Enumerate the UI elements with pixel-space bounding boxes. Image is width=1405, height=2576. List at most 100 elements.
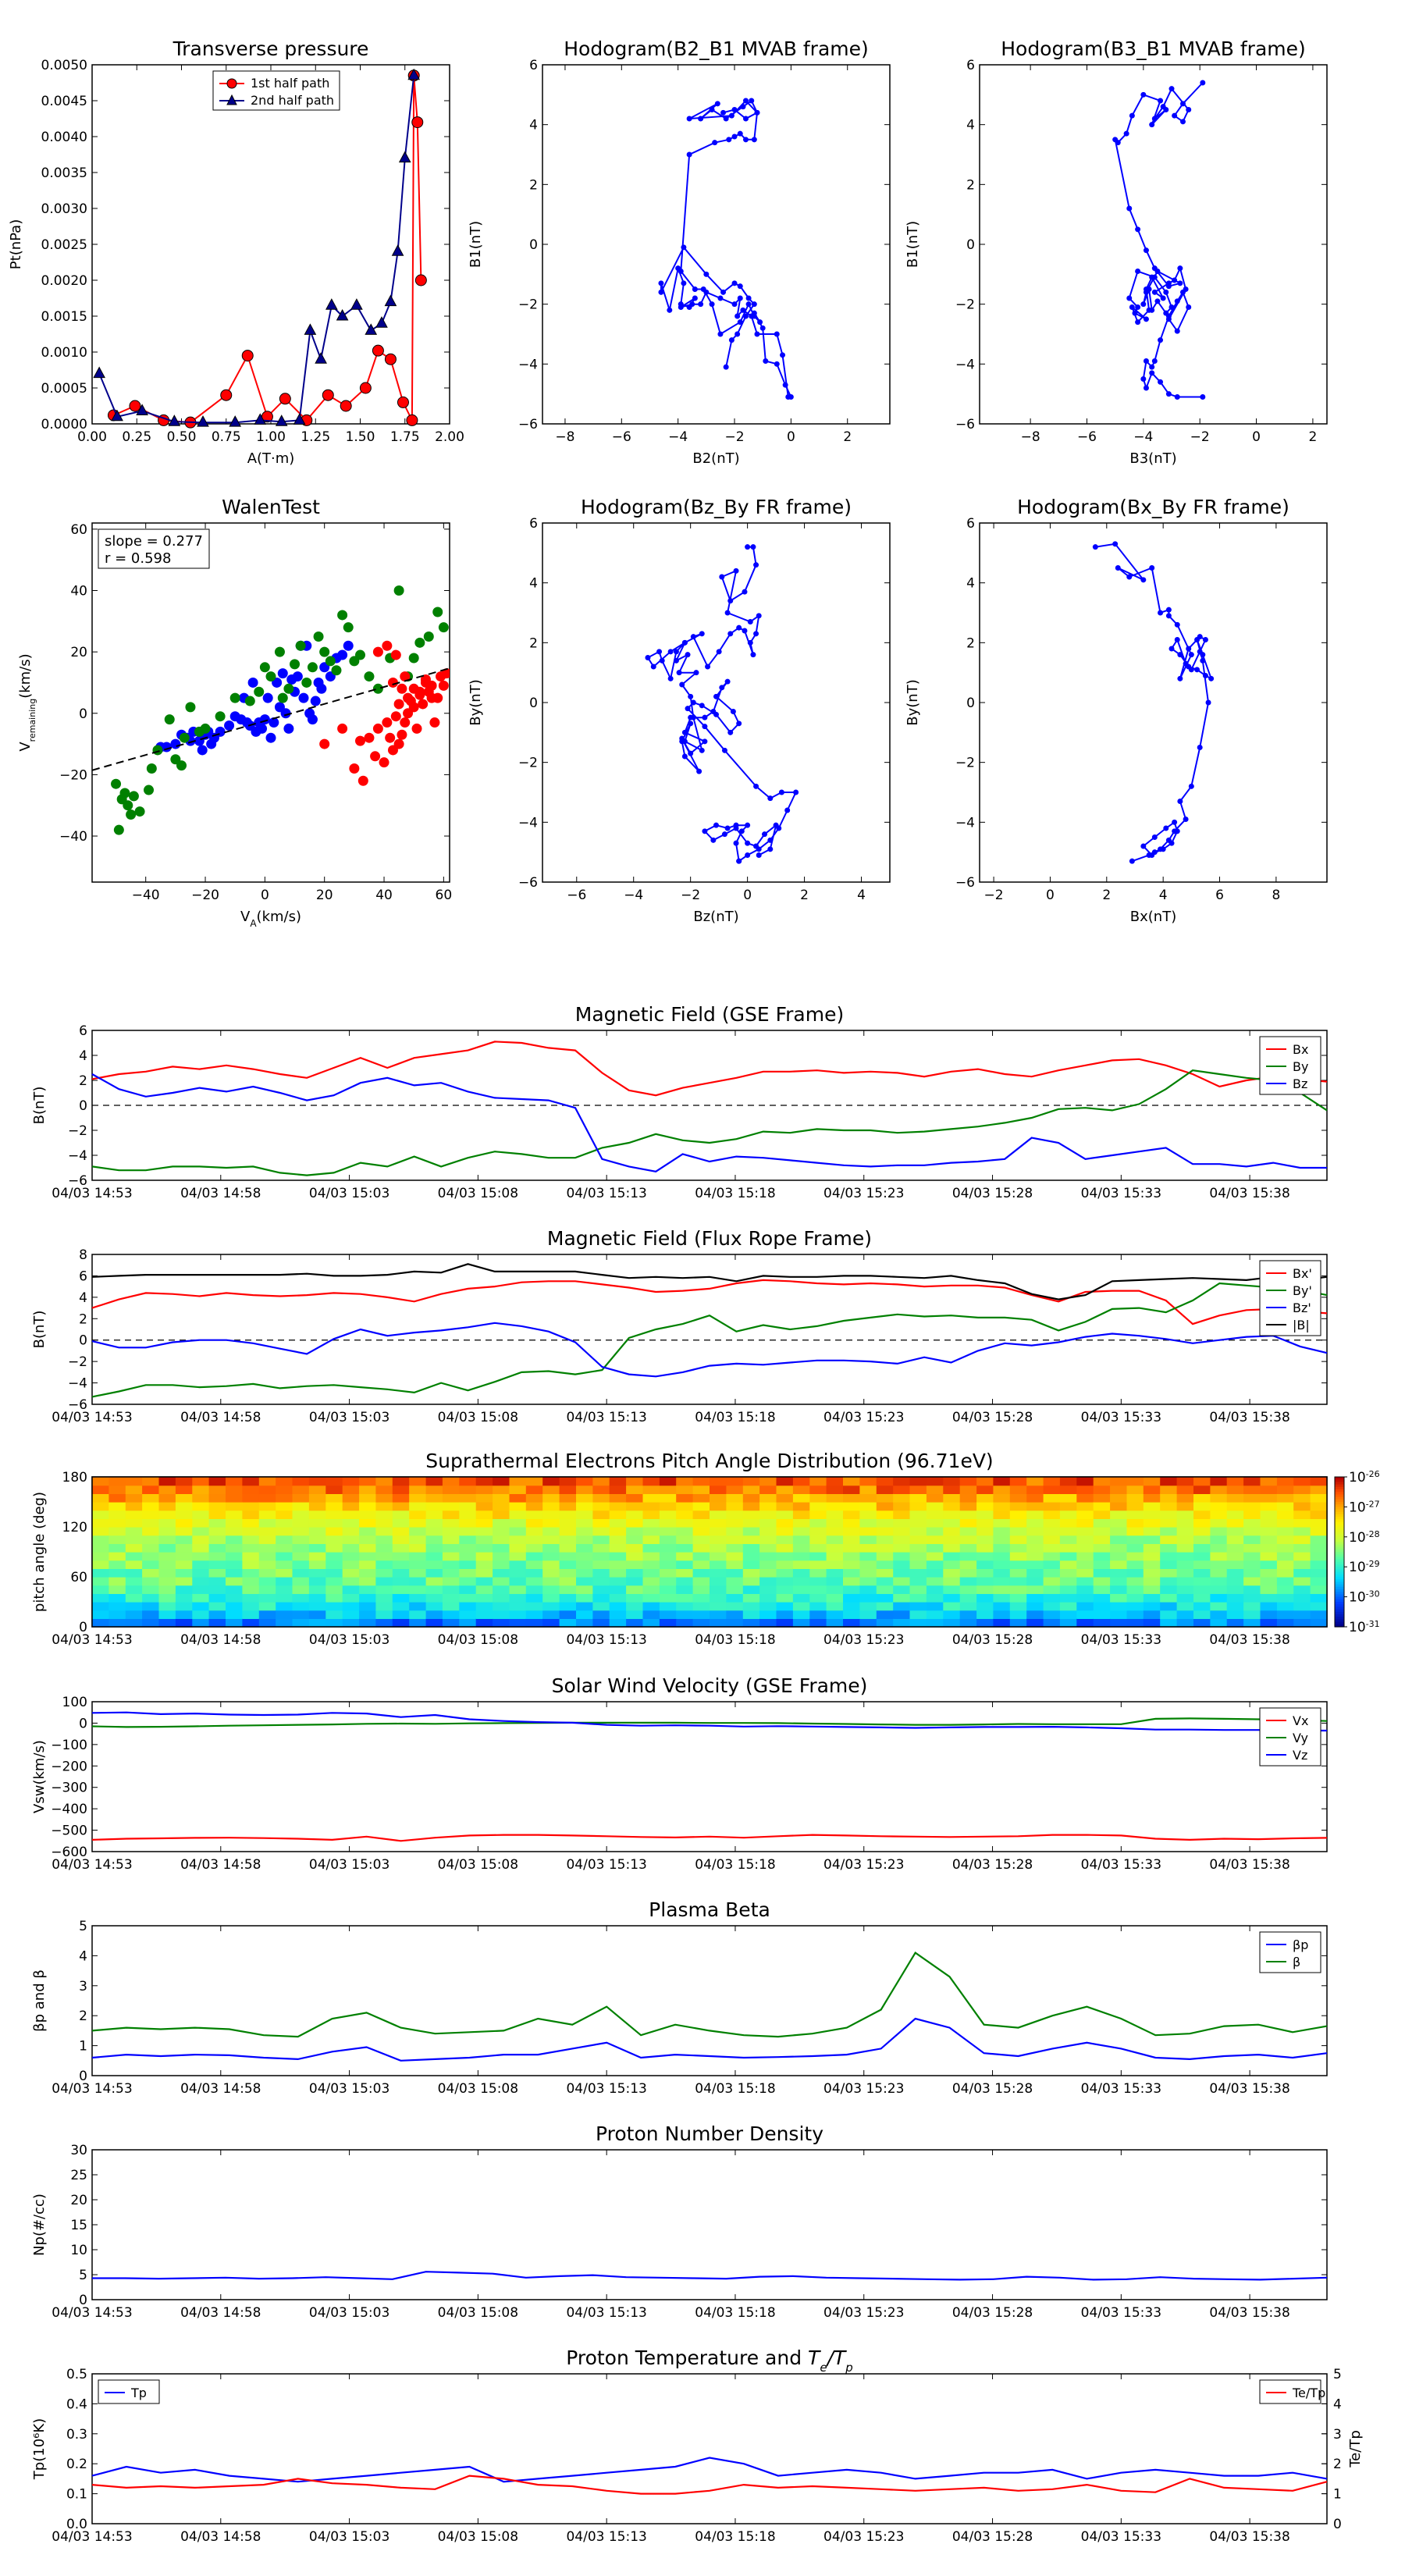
heatmap-cell (642, 1535, 660, 1544)
scatter-point (307, 662, 318, 673)
heatmap-cell (592, 1552, 610, 1561)
heatmap-cell (809, 1510, 827, 1519)
heatmap-cell (659, 1552, 677, 1561)
heatmap-cell (1276, 1552, 1294, 1561)
plot-frame (91, 1925, 1328, 2076)
heatmap-cell (576, 1477, 593, 1486)
heatmap-cell (1126, 1577, 1144, 1586)
heatmap-cell (1210, 1610, 1228, 1619)
hodogram-point (1135, 226, 1141, 233)
heatmap-cell (92, 1485, 109, 1494)
heatmap-cell (626, 1577, 644, 1586)
data-point (350, 298, 363, 310)
hodogram-point (1149, 274, 1155, 280)
hodogram-point (1160, 846, 1166, 852)
data-point (229, 415, 242, 427)
heatmap-cell (525, 1568, 543, 1578)
heatmap-cell (642, 1493, 660, 1503)
heatmap-cell (710, 1618, 727, 1628)
heatmap-cell (1243, 1593, 1261, 1603)
hodogram-point (681, 280, 687, 286)
heatmap-cell (475, 1485, 493, 1494)
heatmap-cell (659, 1493, 677, 1503)
heatmap-cell (759, 1610, 777, 1619)
data-point (293, 413, 306, 425)
hodogram-point (645, 655, 651, 660)
y-tick-label: 0 (529, 696, 538, 711)
heatmap-cell (859, 1493, 877, 1503)
heatmap-cell (993, 1585, 1011, 1594)
heatmap-cell (276, 1602, 293, 1611)
heatmap-cell (859, 1568, 877, 1578)
heatmap-cell (843, 1527, 860, 1536)
colorbar-segment (1335, 1519, 1344, 1523)
x-tick-label: 04/03 15:08 (438, 2081, 518, 2097)
heatmap-cell (809, 1485, 827, 1494)
heatmap-cell (926, 1510, 944, 1519)
heatmap-cell (409, 1593, 427, 1603)
heatmap-cell (308, 1560, 326, 1569)
heatmap-cell (1043, 1493, 1061, 1503)
heatmap-cell (576, 1543, 593, 1553)
heatmap-cell (1276, 1518, 1294, 1528)
scatter-point (364, 671, 375, 682)
heatmap-cell (325, 1510, 343, 1519)
heatmap-cell (242, 1477, 260, 1486)
y-tick-label: 2 (529, 177, 538, 193)
heatmap-cell (792, 1535, 810, 1544)
x-tick-label: 04/03 15:03 (309, 2081, 389, 2097)
heatmap-cell (1110, 1602, 1128, 1611)
hodogram-point (1115, 565, 1121, 571)
data-point (254, 413, 267, 425)
heatmap-cell (226, 1560, 243, 1569)
hodogram-point (673, 649, 679, 655)
hodogram-point (1126, 574, 1133, 580)
y-tick-label: 0.5 (66, 2367, 87, 2382)
heatmap-cell (1126, 1568, 1144, 1578)
heatmap-cell (158, 1602, 176, 1611)
colorbar-segment (1335, 1599, 1344, 1603)
x-tick-label: −2 (724, 429, 744, 445)
heatmap-cell (459, 1585, 477, 1594)
heatmap-cell (308, 1477, 326, 1486)
heatmap-cell (1210, 1593, 1228, 1603)
heatmap-cell (692, 1518, 710, 1528)
x-tick-label: 04/03 15:18 (695, 1632, 775, 1648)
heatmap-cell (142, 1502, 160, 1511)
heatmap-cell (692, 1593, 710, 1603)
heatmap-cell (759, 1510, 777, 1519)
heatmap-cell (92, 1543, 109, 1553)
y-tick-label: 0.0020 (41, 273, 87, 289)
heatmap-cell (442, 1510, 460, 1519)
hodogram-point (688, 714, 694, 720)
heatmap-cell (1310, 1560, 1328, 1569)
heatmap-cell (459, 1577, 477, 1586)
title-te-sub: e (820, 2361, 827, 2375)
data-point (414, 274, 427, 286)
heatmap-cell (475, 1593, 493, 1603)
heatmap-cell (1210, 1602, 1228, 1611)
heatmap-cell (1043, 1485, 1061, 1494)
heatmap-cell (926, 1568, 944, 1578)
heatmap-cell (1059, 1485, 1077, 1494)
heatmap-cell (359, 1560, 377, 1569)
heatmap-cell (776, 1618, 794, 1628)
hodogram-point (1174, 394, 1180, 400)
heatmap-cell (843, 1510, 860, 1519)
series-line-tp (91, 2457, 1328, 2483)
heatmap-cell (576, 1493, 593, 1503)
heatmap-cell (710, 1602, 727, 1611)
heatmap-cell (1210, 1577, 1228, 1586)
heatmap-cell (425, 1602, 443, 1611)
heatmap-cell (726, 1585, 744, 1594)
y-tick-label: 0.3 (66, 2427, 87, 2443)
hodogram-point (782, 382, 788, 388)
panel-hodo_b2b1: Hodogram(B2_B1 MVAB frame)−8 −6 −4 −2 0 2−6−4… (468, 37, 891, 467)
heatmap-cell (1176, 1560, 1194, 1569)
heatmap-cell (258, 1593, 276, 1603)
heatmap-cell (108, 1527, 126, 1536)
y-tick-label: 4 (529, 118, 538, 133)
heatmap-cell (1160, 1577, 1178, 1586)
heatmap-cell (976, 1602, 994, 1611)
